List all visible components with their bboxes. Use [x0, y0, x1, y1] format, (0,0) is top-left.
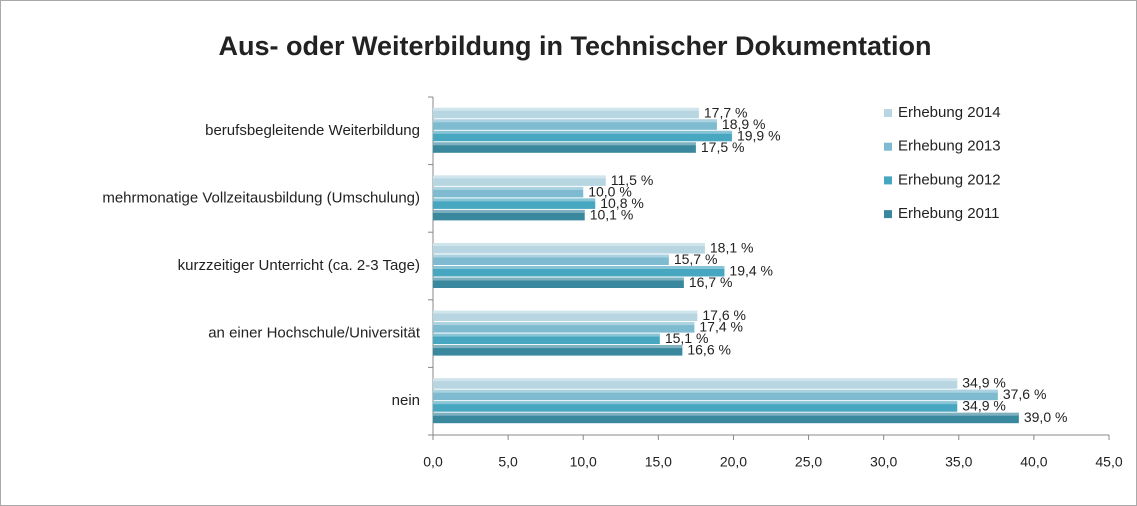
- x-tick-label: 0,0: [423, 454, 443, 470]
- bar: [433, 186, 584, 198]
- bar-highlight: [433, 378, 958, 382]
- chart-title: Aus- oder Weiterbildung in Technischer D…: [218, 31, 931, 61]
- bar: [433, 401, 958, 412]
- bar-highlight: [433, 186, 584, 190]
- bar-highlight: [433, 412, 1019, 416]
- bar-highlight: [433, 345, 683, 349]
- value-label: 10,8 %: [600, 195, 644, 211]
- x-tick-label: 35,0: [945, 454, 972, 470]
- category-label: berufsbegleitende Weiterbildung: [205, 122, 420, 139]
- bar: [433, 254, 669, 265]
- bar: [433, 412, 1019, 424]
- bar: [433, 209, 585, 221]
- category-label: nein: [392, 392, 420, 409]
- value-label: 19,9 %: [737, 127, 781, 143]
- category-label: kurzzeitiger Unterricht (ca. 2-3 Tage): [178, 257, 420, 274]
- bar-highlight: [433, 310, 698, 314]
- bar-highlight: [433, 142, 696, 146]
- value-label: 34,9 %: [962, 398, 1006, 414]
- x-tick-label: 45,0: [1095, 454, 1122, 470]
- bar: [433, 243, 705, 254]
- value-label: 18,9 %: [722, 116, 766, 132]
- bar: [433, 277, 684, 288]
- legend-swatch: [884, 210, 892, 219]
- value-label: 15,7 %: [674, 251, 718, 267]
- value-label: 17,6 %: [702, 307, 746, 323]
- value-label: 19,4 %: [729, 262, 773, 278]
- legend-swatch: [884, 176, 892, 185]
- bar: [433, 333, 660, 345]
- value-label: 16,7 %: [689, 274, 733, 290]
- value-label: 15,1 %: [665, 330, 709, 346]
- category-label: mehrmonatige Vollzeitausbildung (Umschul…: [102, 189, 420, 206]
- value-label: 17,5 %: [701, 139, 745, 155]
- bar: [433, 198, 596, 209]
- legend-label: Erhebung 2013: [898, 138, 1001, 155]
- value-label: 10,0 %: [588, 183, 632, 199]
- value-label: 18,1 %: [710, 239, 754, 255]
- value-label: 17,7 %: [704, 104, 748, 120]
- value-label: 17,4 %: [699, 319, 743, 335]
- value-label: 10,1 %: [590, 206, 634, 222]
- x-tick-label: 5,0: [498, 454, 518, 470]
- bar-highlight: [433, 107, 699, 111]
- legend-label: Erhebung 2012: [898, 171, 1001, 188]
- bar-highlight: [433, 333, 660, 337]
- bar-highlight: [433, 198, 596, 202]
- bar: [433, 322, 695, 333]
- x-tick-label: 40,0: [1020, 454, 1047, 470]
- bar-highlight: [433, 322, 695, 326]
- value-label: 39,0 %: [1024, 409, 1068, 425]
- bar: [433, 175, 606, 186]
- bar: [433, 107, 699, 119]
- bar-highlight: [433, 175, 606, 179]
- bar-highlight: [433, 119, 717, 123]
- bar-highlight: [433, 243, 705, 246]
- x-tick-label: 30,0: [870, 454, 897, 470]
- x-tick-label: 15,0: [645, 454, 672, 470]
- value-label: 34,9 %: [962, 375, 1006, 391]
- legend-label: Erhebung 2011: [898, 205, 999, 222]
- x-tick-label: 20,0: [720, 454, 747, 470]
- bar-highlight: [433, 209, 585, 213]
- bar: [433, 345, 683, 356]
- bar-highlight: [433, 130, 732, 134]
- bar: [433, 378, 958, 389]
- bar-highlight: [433, 277, 684, 281]
- value-label: 11,5 %: [611, 172, 654, 188]
- legend-swatch: [884, 142, 892, 151]
- bar-highlight: [433, 401, 958, 405]
- bar-highlight: [433, 254, 669, 258]
- bar-highlight: [433, 389, 998, 393]
- bar: [433, 310, 698, 322]
- bar: [433, 130, 732, 142]
- x-tick-label: 25,0: [795, 454, 822, 470]
- bar: [433, 142, 696, 153]
- bar: [433, 266, 725, 277]
- legend-label: Erhebung 2014: [898, 104, 1001, 121]
- bar: [433, 119, 717, 130]
- x-tick-label: 10,0: [570, 454, 597, 470]
- legend-swatch: [884, 109, 892, 117]
- value-label: 16,6 %: [687, 342, 731, 358]
- value-label: 37,6 %: [1003, 386, 1047, 402]
- category-label: an einer Hochschule/Universität: [208, 325, 421, 342]
- bar: [433, 389, 998, 401]
- bar-highlight: [433, 266, 725, 269]
